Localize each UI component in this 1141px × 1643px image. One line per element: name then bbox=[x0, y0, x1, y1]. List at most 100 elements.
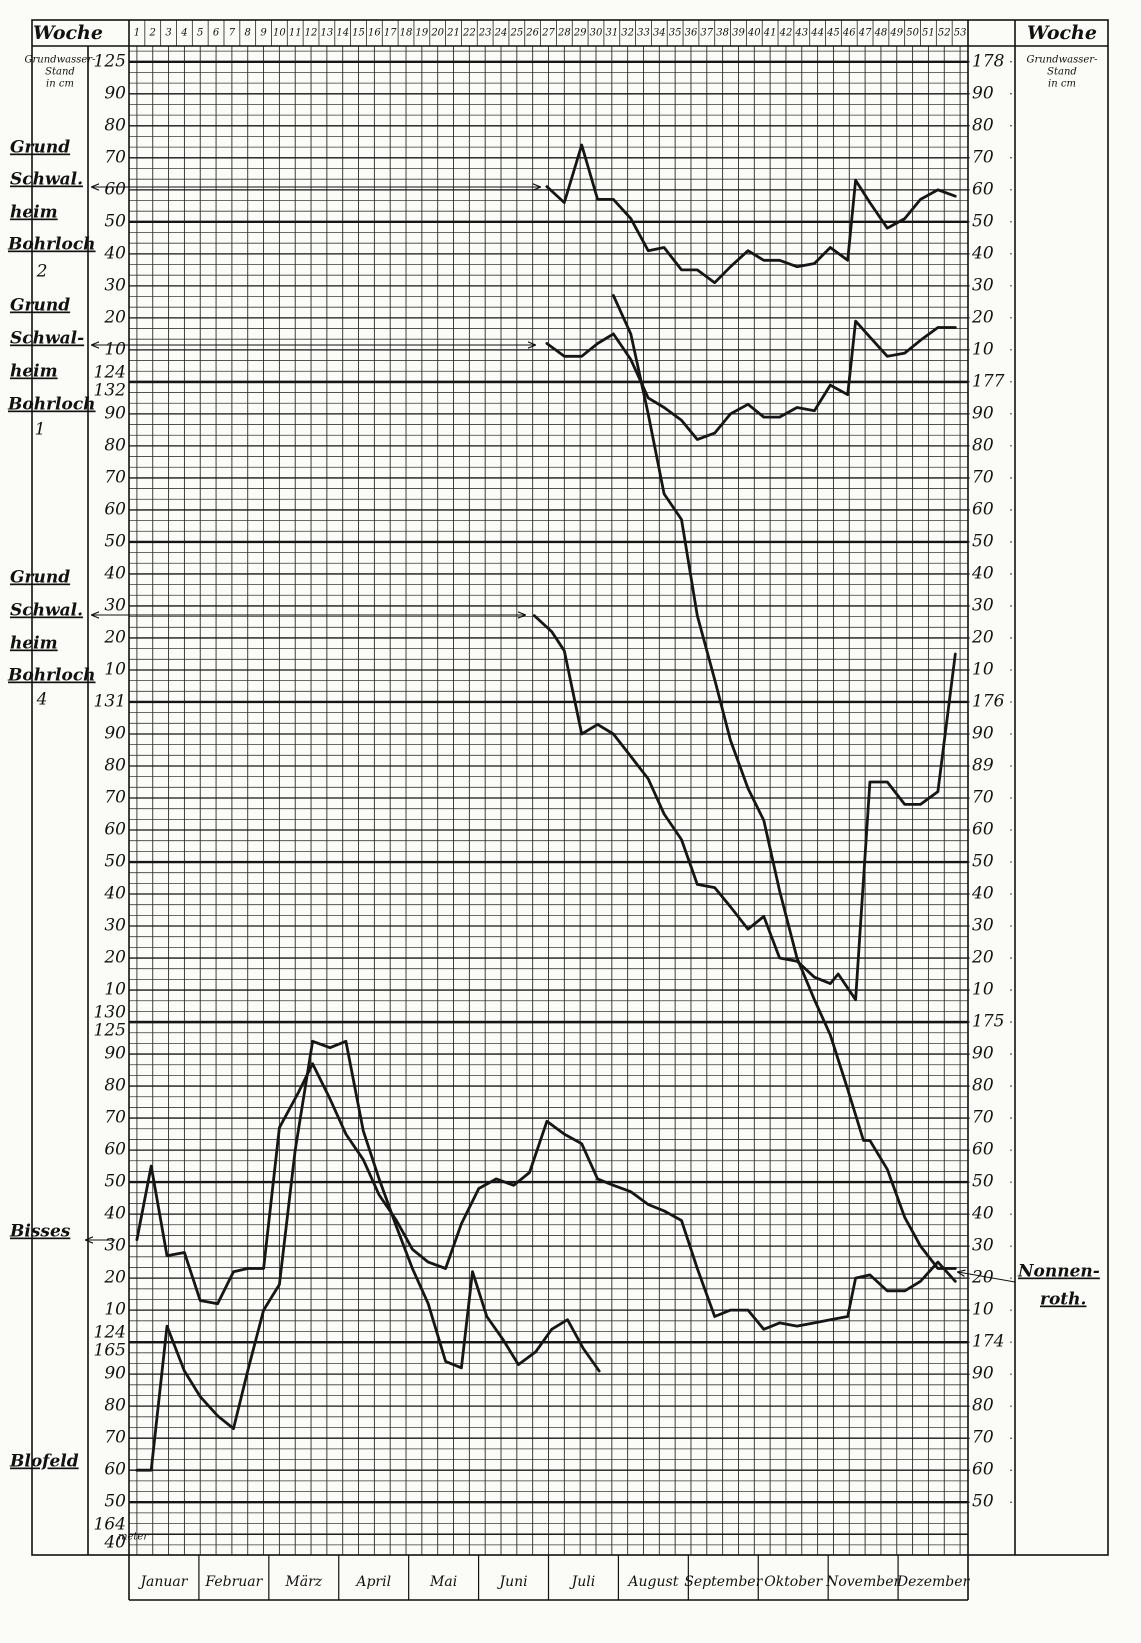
y2-tick-label: 20 bbox=[971, 1268, 994, 1288]
month-label: Februar bbox=[204, 1574, 263, 1590]
y-tick-label: 165 bbox=[94, 1341, 126, 1361]
y-label-right: Grundwasser- bbox=[1027, 55, 1099, 66]
y2-tick-label: 90 bbox=[972, 1364, 994, 1384]
y2-tick-label: 178 bbox=[972, 51, 1005, 71]
month-label: Januar bbox=[137, 1574, 188, 1590]
plot: 1 2 3 4 5 6 7 8 9 10 11 12 13 14 15 16 17 18 19 20 21 22 23 24 2… bbox=[94, 28, 1005, 1591]
y2-tick-label: 10 bbox=[972, 339, 994, 359]
x-tick-label: 13 bbox=[321, 28, 334, 39]
month-label: September bbox=[684, 1574, 763, 1590]
x-tick-label: 44 bbox=[810, 28, 824, 39]
x-tick-label: 53 bbox=[954, 28, 967, 39]
y2-tick-label: 80 bbox=[972, 1076, 994, 1096]
y-tick-label: 70 bbox=[104, 467, 126, 487]
x-tick-label: 18 bbox=[400, 28, 413, 39]
y2-tick-label: 80 bbox=[972, 435, 994, 455]
x-tick-label: 24 bbox=[494, 28, 508, 39]
y2-tick-label: 30 bbox=[972, 595, 994, 615]
x-tick-label: 27 bbox=[541, 28, 555, 39]
y2-tick-label: 177 bbox=[972, 371, 1005, 391]
y-tick-label: 90 bbox=[104, 403, 126, 423]
y2-tick-label: 30 bbox=[972, 916, 994, 936]
x-tick-label: 47 bbox=[858, 28, 872, 39]
frame bbox=[31, 19, 1109, 1601]
y2-tick-label: 80 bbox=[972, 1396, 994, 1416]
series-line bbox=[545, 143, 957, 285]
y2-tick-label: 70 bbox=[972, 788, 994, 808]
y-tick-label: 124 bbox=[94, 362, 126, 382]
x-tick-label: 50 bbox=[906, 28, 919, 39]
header-right: Woche bbox=[1027, 22, 1097, 44]
y-tick-label: 60 bbox=[104, 1140, 126, 1160]
annotation: Schwal- bbox=[10, 329, 84, 349]
y2-tick-label: 60 bbox=[972, 499, 994, 519]
y2-tick-label: 60 bbox=[972, 1140, 994, 1160]
y2-tick-label: 20 bbox=[971, 948, 994, 968]
arrow bbox=[958, 1272, 1016, 1283]
y2-tick-label: 10 bbox=[972, 1300, 994, 1320]
y2-tick-label: 40 bbox=[971, 1204, 994, 1224]
y-tick-label: 20 bbox=[103, 948, 126, 968]
y-tick-label: 20 bbox=[103, 627, 126, 647]
y-tick-label: 50 bbox=[104, 1492, 126, 1512]
header-left: Woche bbox=[33, 22, 103, 44]
y-tick-label: 50 bbox=[104, 852, 126, 872]
y-tick-label: 60 bbox=[104, 179, 126, 199]
y-tick-label: 90 bbox=[104, 723, 126, 743]
x-tick-label: 39 bbox=[732, 28, 745, 39]
y-tick-label: 164 bbox=[94, 1515, 126, 1535]
annotation: roth. bbox=[1040, 1290, 1086, 1310]
x-tick-label: 32 bbox=[621, 28, 634, 39]
y-tick-label: 50 bbox=[104, 1172, 126, 1192]
y-tick-label: 20 bbox=[103, 1268, 126, 1288]
x-tick-label: 34 bbox=[653, 28, 666, 39]
annotation: Schwal. bbox=[10, 170, 83, 190]
annotation: Grund bbox=[10, 296, 70, 316]
y-tick-label: 90 bbox=[104, 1044, 126, 1064]
x-tick-label: 2 bbox=[149, 28, 156, 39]
y-tick-label: 130 bbox=[94, 1003, 127, 1023]
y-label-left: Grundwasser- bbox=[25, 55, 97, 66]
y-tick-label: 70 bbox=[104, 147, 126, 167]
series-line bbox=[532, 614, 957, 1002]
y-tick-label: 40 bbox=[103, 563, 126, 583]
y2-tick-label: 70 bbox=[972, 147, 994, 167]
y2-tick-label: 50 bbox=[972, 211, 994, 231]
series-line bbox=[135, 1039, 601, 1472]
y-tick-label: 40 bbox=[103, 243, 126, 263]
x-tick-label: 14 bbox=[336, 28, 349, 39]
x-tick-label: 3 bbox=[165, 28, 171, 39]
month-label: Mai bbox=[429, 1574, 457, 1590]
y-tick-label: 40 bbox=[103, 1204, 126, 1224]
y-tick-label: 70 bbox=[104, 1428, 126, 1448]
month-label: Juni bbox=[496, 1574, 527, 1590]
y2-tick-label: 174 bbox=[972, 1332, 1004, 1352]
annotation: 1 bbox=[35, 420, 46, 440]
y-tick-label: 80 bbox=[104, 755, 126, 775]
y-tick-label: 70 bbox=[104, 788, 126, 808]
x-tick-label: 5 bbox=[197, 28, 203, 39]
annotation: Bohrloch bbox=[7, 666, 96, 686]
x-tick-label: 1 bbox=[134, 28, 140, 39]
y-tick-label: 60 bbox=[104, 499, 126, 519]
y-label-right: in cm bbox=[1048, 79, 1076, 90]
y2-tick-label: 30 bbox=[972, 275, 994, 295]
x-tick-label: 42 bbox=[779, 28, 793, 39]
x-tick-label: 12 bbox=[305, 28, 318, 39]
x-tick-label: 46 bbox=[842, 28, 856, 39]
y2-tick-label: 50 bbox=[972, 531, 994, 551]
y2-tick-label: 70 bbox=[972, 1108, 994, 1128]
outer-frame bbox=[31, 19, 1109, 1556]
x-tick-label: 17 bbox=[384, 28, 397, 39]
y2-tick-label: 176 bbox=[972, 691, 1005, 711]
x-tick-label: 10 bbox=[273, 28, 286, 39]
x-tick-label: 48 bbox=[874, 28, 888, 39]
y-tick-label: 10 bbox=[104, 659, 126, 679]
y2-tick-label: 70 bbox=[972, 1428, 994, 1448]
y-label-left: Stand bbox=[45, 67, 75, 78]
x-tick-label: 11 bbox=[289, 28, 302, 39]
annotation: Nonnen- bbox=[1017, 1262, 1100, 1282]
series-line bbox=[612, 294, 957, 1270]
x-tick-label: 33 bbox=[637, 28, 650, 39]
